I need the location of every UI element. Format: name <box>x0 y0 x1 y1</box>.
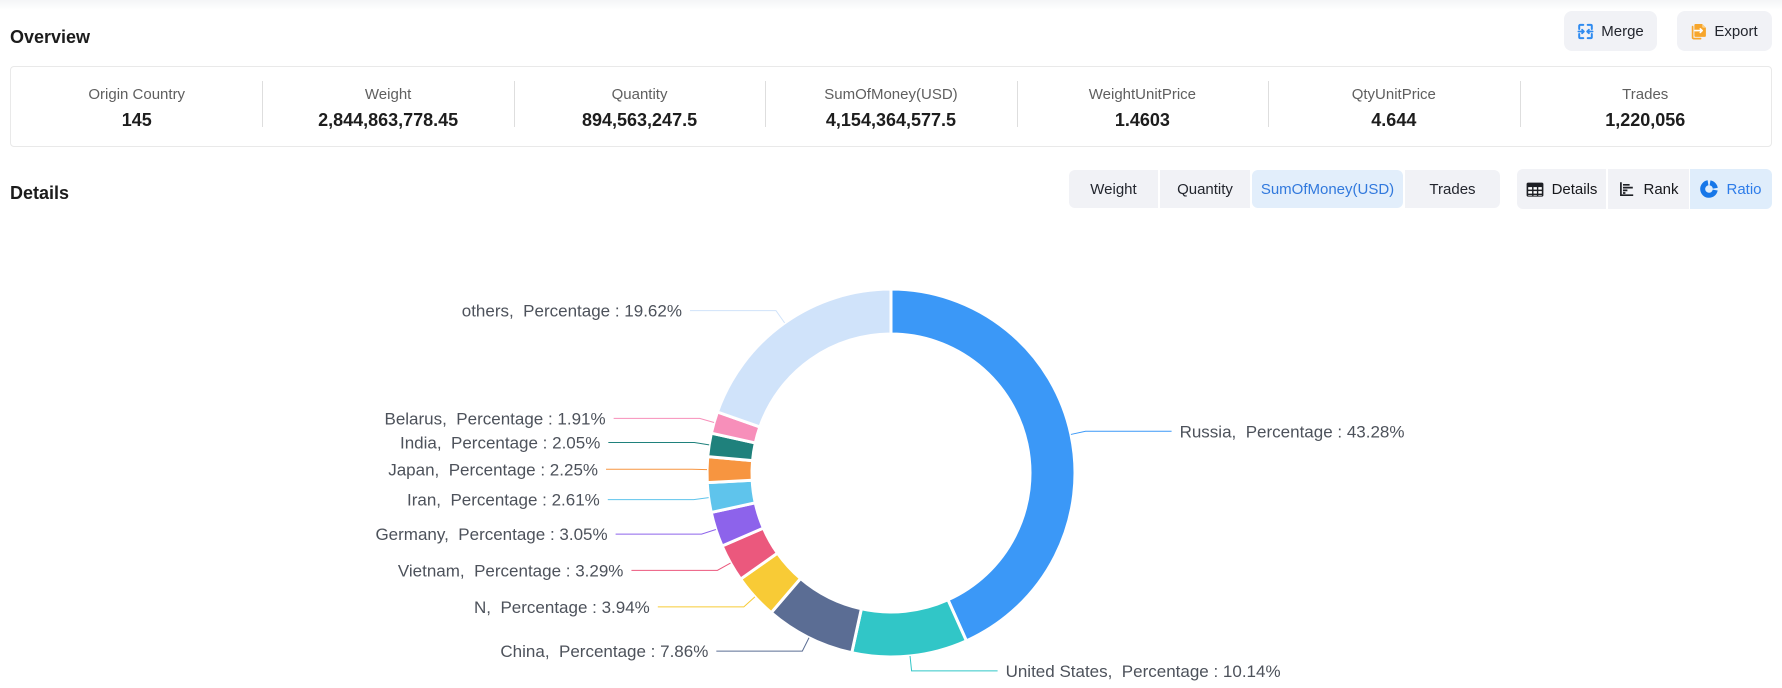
svg-text:Belarus, Percentage : 1.91%: Belarus, Percentage : 1.91% <box>384 409 605 428</box>
svg-text:United States, Percentage : 1: United States, Percentage : 10.14% <box>1006 662 1281 681</box>
svg-text:Japan, Percentage : 2.25%: Japan, Percentage : 2.25% <box>388 460 598 479</box>
svg-text:Germany, Percentage : 3.05%: Germany, Percentage : 3.05% <box>375 525 607 544</box>
svg-text:others, Percentage : 19.62%: others, Percentage : 19.62% <box>462 302 682 321</box>
svg-text:India, Percentage : 2.05%: India, Percentage : 2.05% <box>400 434 600 453</box>
svg-text:Vietnam, Percentage : 3.29%: Vietnam, Percentage : 3.29% <box>398 561 624 580</box>
svg-text:N, Percentage : 3.94%: N, Percentage : 3.94% <box>474 598 650 617</box>
svg-text:China, Percentage : 7.86%: China, Percentage : 7.86% <box>500 642 708 661</box>
svg-text:Iran, Percentage : 2.61%: Iran, Percentage : 2.61% <box>407 491 600 510</box>
svg-text:Russia, Percentage : 43.28%: Russia, Percentage : 43.28% <box>1180 422 1405 441</box>
